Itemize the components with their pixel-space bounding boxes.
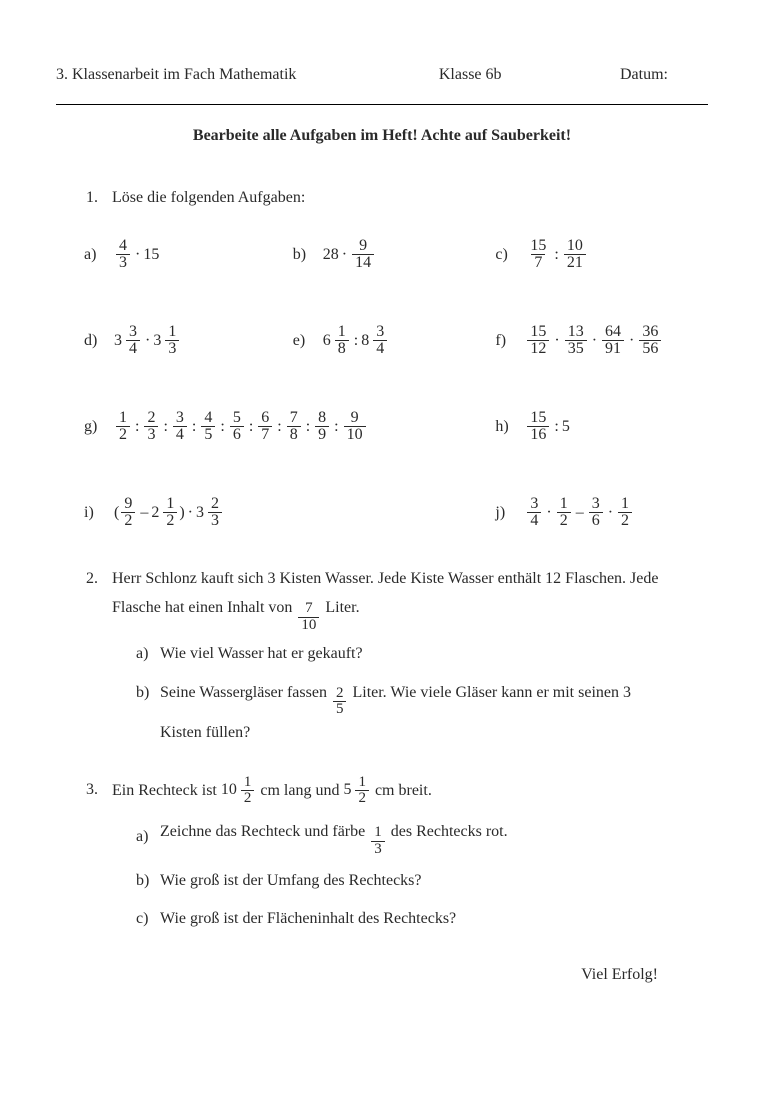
- instruction-line: Bearbeite alle Aufgaben im Heft! Achte a…: [56, 125, 708, 147]
- task-1-title: Löse die folgenden Aufgaben:: [112, 184, 708, 213]
- task-2b: b) Seine Wassergläser fassen 25 Liter. W…: [136, 678, 708, 749]
- task-1e: e)618:834: [293, 324, 496, 359]
- task-1f: f)1512·1335·6491·3656: [495, 324, 698, 359]
- task-2: 2. Herr Schlonz kauft sich 3 Kisten Wass…: [56, 565, 708, 749]
- task-1-grid: a)43·15 b)28·914 c)157:1021 d)334·313 e)…: [84, 233, 698, 535]
- header-left: 3. Klassenarbeit im Fach Mathematik: [56, 64, 296, 86]
- task-3: 3. Ein Rechteck ist 1012 cm lang und 512…: [56, 775, 708, 935]
- task-1-number: 1.: [86, 187, 112, 209]
- task-1b: b)28·914: [293, 238, 496, 273]
- header-date: Datum:: [620, 64, 668, 86]
- task-2-subitems: a) Wie viel Wasser hat er gekauft? b) Se…: [136, 639, 708, 748]
- task-1d: d)334·313: [84, 324, 293, 359]
- task-1c: c)157:1021: [495, 238, 698, 273]
- task-3a: a) Zeichne das Rechteck und färbe 13 des…: [136, 817, 708, 858]
- task-3-number: 3.: [86, 779, 112, 801]
- task-2-text: Herr Schlonz kauft sich 3 Kisten Wasser.…: [112, 565, 708, 633]
- task-1h: h)1516:5: [495, 410, 698, 445]
- task-2-number: 2.: [86, 568, 112, 590]
- task-2a: a) Wie viel Wasser hat er gekauft?: [136, 639, 708, 669]
- task-3c: c) Wie groß ist der Flächeninhalt des Re…: [136, 904, 708, 934]
- page-header: 3. Klassenarbeit im Fach Mathematik Klas…: [56, 64, 708, 86]
- task-3-subitems: a) Zeichne das Rechteck und färbe 13 des…: [136, 817, 708, 934]
- task-3b: b) Wie groß ist der Umfang des Rechtecks…: [136, 866, 708, 896]
- header-class: Klasse 6b: [439, 64, 502, 86]
- footer-text: Viel Erfolg!: [56, 964, 708, 986]
- header-rule: [56, 104, 708, 105]
- task-1a: a)43·15: [84, 238, 293, 273]
- task-1g: g)12:23:34:45:56:67:78:89:910: [84, 410, 495, 445]
- task-1: 1. Löse die folgenden Aufgaben: a)43·15 …: [56, 184, 708, 535]
- task-3-text: Ein Rechteck ist 1012 cm lang und 512 cm…: [112, 775, 708, 808]
- task-1j: j)34·12–36·12: [495, 496, 698, 531]
- task-1i: i)(92–212)·323: [84, 496, 495, 531]
